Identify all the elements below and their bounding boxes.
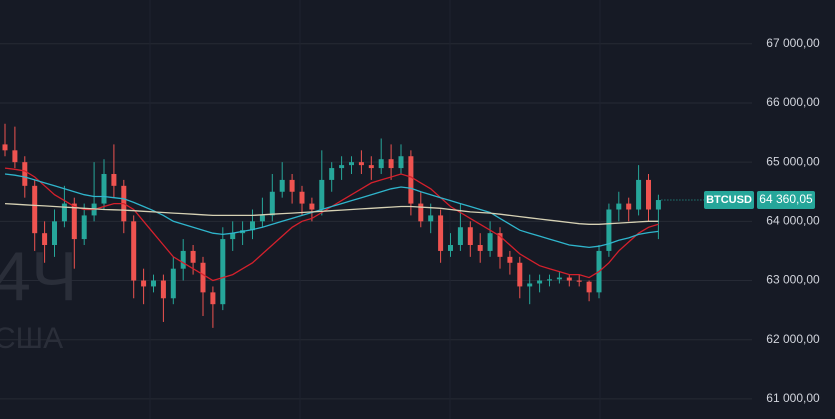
candle-body (487, 233, 493, 251)
candle-body (507, 256, 513, 263)
candle-body (111, 173, 117, 186)
candle-body (279, 179, 285, 192)
candle-body (101, 173, 107, 204)
candle-body (408, 156, 414, 204)
candle-body (438, 215, 444, 251)
candle-body (655, 200, 661, 210)
candle-body (230, 233, 236, 240)
candle-body (527, 283, 533, 287)
candle-body (32, 185, 38, 234)
candle-body (616, 203, 622, 210)
candle-body (190, 250, 196, 263)
candle-body (358, 162, 364, 166)
moving-average-line (4, 173, 659, 249)
candle-body (200, 262, 206, 293)
y-tick-label: 65 000,00 (766, 154, 820, 168)
candle-body (428, 215, 434, 222)
y-tick-label: 63 000,00 (766, 273, 820, 287)
y-tick-label: 64 000,00 (766, 214, 820, 228)
candle-body (22, 162, 28, 186)
candle-body (131, 221, 137, 281)
y-tick-label: 61 000,00 (766, 391, 820, 405)
candle-body (388, 159, 394, 169)
candle-body (42, 233, 48, 246)
candles (2, 123, 661, 328)
candle-body (309, 203, 315, 210)
candle-body (151, 280, 156, 287)
candle-body (141, 280, 147, 287)
candle-body (52, 221, 57, 246)
candle-body (289, 179, 295, 192)
candle-body (12, 150, 18, 163)
last-price-badge (757, 191, 815, 210)
candle-body (299, 191, 305, 204)
moving-average-line (4, 202, 659, 225)
candle-body (378, 159, 384, 169)
candle-body (537, 280, 543, 284)
candle-body (250, 221, 255, 231)
candle-body (349, 162, 354, 166)
candle-body (586, 281, 592, 293)
candle-body (517, 262, 523, 287)
candle-body (467, 227, 473, 246)
symbol-badge (704, 191, 754, 210)
candle-body (329, 168, 335, 180)
candle-body (81, 215, 87, 240)
candle-body (418, 203, 424, 222)
candle-body (398, 156, 404, 169)
candle-body (170, 268, 176, 299)
candle-body (2, 144, 8, 151)
candle-body (210, 292, 216, 305)
candle-body (626, 203, 632, 210)
last-price-label: 64 360,05 (759, 192, 813, 206)
y-tick-label: 67 000,00 (766, 36, 820, 50)
y-tick-label: 66 000,00 (766, 95, 820, 109)
candle-body (636, 179, 642, 210)
candle-body (606, 209, 612, 251)
candle-body (269, 191, 275, 216)
candle-body (71, 203, 77, 240)
candle-body (259, 215, 265, 222)
candle-body (576, 280, 582, 282)
y-tick-label: 62 000,00 (766, 332, 820, 346)
candle-body (61, 203, 67, 222)
candle-body (497, 233, 503, 257)
candle-body (556, 277, 562, 280)
candle-body (566, 277, 572, 281)
candle-body (477, 245, 483, 251)
candle-body (319, 179, 325, 210)
candle-body (457, 227, 463, 246)
candle-body (368, 165, 374, 169)
candle-body (160, 280, 166, 299)
candle-body (448, 245, 453, 251)
candle-body (646, 179, 651, 210)
symbol-label: BTCUSD (706, 194, 752, 206)
watermark-region: США (0, 322, 63, 355)
candle-body (220, 239, 226, 305)
candle-body (547, 279, 552, 281)
candle-body (180, 250, 186, 269)
watermark-interval: 4Ч (0, 237, 78, 315)
candle-body (339, 165, 345, 169)
